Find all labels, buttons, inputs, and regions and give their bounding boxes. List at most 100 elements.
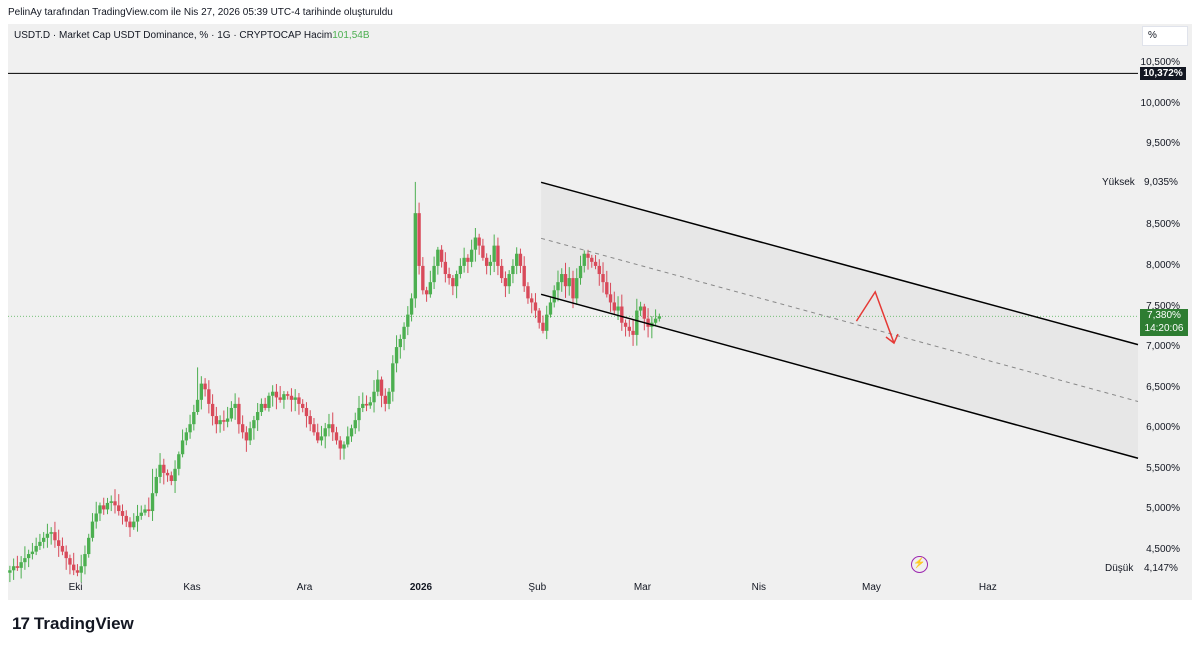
candle-body — [424, 290, 429, 295]
candle-body — [304, 407, 309, 417]
candle-body — [394, 347, 399, 364]
candle-body — [210, 403, 215, 417]
candle-body — [225, 418, 230, 422]
horizontal-line-price-tag: 10,372% — [1140, 67, 1186, 80]
y-tick-label: 7,500% — [1146, 300, 1180, 312]
candle-body — [199, 383, 204, 400]
scale-percent-button[interactable]: % — [1142, 26, 1188, 46]
candle-body — [627, 326, 632, 331]
candle-body — [338, 440, 342, 449]
candle-body — [507, 274, 511, 287]
candle-body — [120, 511, 125, 516]
candle-body — [244, 432, 249, 441]
candle-body — [214, 416, 219, 425]
candle-body — [511, 265, 515, 275]
candle-body — [19, 562, 23, 568]
symbol-legend[interactable]: USDT.D · Market Cap USDT Dominance, % · … — [14, 30, 370, 41]
candle-body — [102, 505, 106, 510]
low-label: Düşük — [1105, 563, 1134, 574]
candle-body — [635, 310, 639, 335]
candle-body — [139, 512, 143, 516]
x-tick-label: Mar — [633, 582, 652, 593]
chart-caption: PelinAy tarafından TradingView.com ile N… — [8, 7, 393, 18]
candle-body — [496, 245, 500, 266]
candle-body — [563, 274, 568, 287]
candle-body — [620, 306, 624, 323]
brand-name: TradingView — [33, 614, 134, 633]
candle-body — [117, 505, 121, 512]
candle-body — [357, 407, 361, 421]
tradingview-logo-icon: 17 — [12, 614, 30, 633]
candle-body — [162, 464, 166, 473]
candle-body — [586, 253, 590, 258]
candle-body — [575, 278, 579, 299]
candle-body — [64, 551, 68, 559]
candle-body — [376, 379, 380, 392]
candle-body — [184, 432, 189, 441]
candle-body — [72, 564, 76, 571]
candle-body — [590, 257, 594, 262]
candle-body — [23, 558, 27, 563]
candle-body — [297, 397, 301, 404]
candle-body — [316, 432, 320, 441]
candle-body — [537, 310, 541, 323]
candle-body — [177, 454, 181, 469]
channel-upper-line[interactable] — [540, 181, 1139, 346]
candle-body — [147, 509, 151, 512]
candle-body — [323, 428, 327, 437]
channel-lower-line[interactable] — [540, 293, 1139, 460]
candle-body — [274, 391, 279, 398]
candle-body — [612, 302, 616, 311]
candle-body — [530, 298, 534, 303]
candle-body — [124, 515, 128, 522]
candle-body — [548, 302, 553, 315]
bar-countdown: 14:20:06 — [1144, 323, 1184, 334]
candle-body — [608, 294, 613, 303]
candle-body — [263, 403, 267, 408]
channel-median-line[interactable] — [540, 237, 1139, 402]
candle-body — [462, 257, 466, 266]
candle-body — [601, 274, 605, 283]
candle-body — [432, 265, 436, 283]
lightning-icon[interactable]: ⚡ — [911, 556, 928, 573]
candle-body — [334, 432, 339, 441]
candle-body — [188, 424, 192, 433]
candle-body — [514, 253, 519, 266]
candle-body — [657, 316, 662, 319]
candle-body — [582, 253, 586, 266]
projection-arrow[interactable] — [855, 290, 895, 344]
candle-body — [503, 278, 508, 287]
candle-body — [605, 282, 609, 295]
candle-body — [248, 428, 252, 441]
high-value: 9,035% — [1144, 177, 1178, 188]
candle-body — [642, 306, 647, 319]
candle-body — [417, 213, 421, 266]
candle-body — [481, 245, 485, 258]
candle-body — [522, 265, 526, 287]
candle-body — [98, 505, 102, 514]
candle-body — [383, 395, 387, 404]
candle-body — [278, 397, 282, 400]
candle-body — [75, 570, 80, 573]
candle-body — [353, 420, 357, 429]
candle-body — [533, 302, 538, 311]
x-tick-label: Haz — [978, 582, 997, 593]
candle-body — [379, 379, 384, 396]
candle-body — [451, 278, 455, 287]
candle-body — [150, 493, 155, 512]
candle-body — [282, 394, 286, 400]
x-tick-label: 2026 — [409, 582, 433, 593]
y-tick-label: 10,000% — [1140, 97, 1180, 109]
candle-body — [469, 249, 474, 262]
candle-body — [53, 532, 57, 541]
candle-body — [327, 424, 331, 429]
candle-body — [56, 540, 61, 546]
last-price-tag: 7,380% 14:20:06 — [1140, 309, 1188, 336]
y-tick-label: 9,500% — [1146, 138, 1180, 150]
candle-body — [94, 513, 98, 522]
tradingview-brand[interactable]: 17 TradingView — [12, 614, 134, 634]
candle-body — [552, 290, 556, 303]
candle-body — [342, 444, 346, 449]
candle-body — [173, 468, 177, 482]
